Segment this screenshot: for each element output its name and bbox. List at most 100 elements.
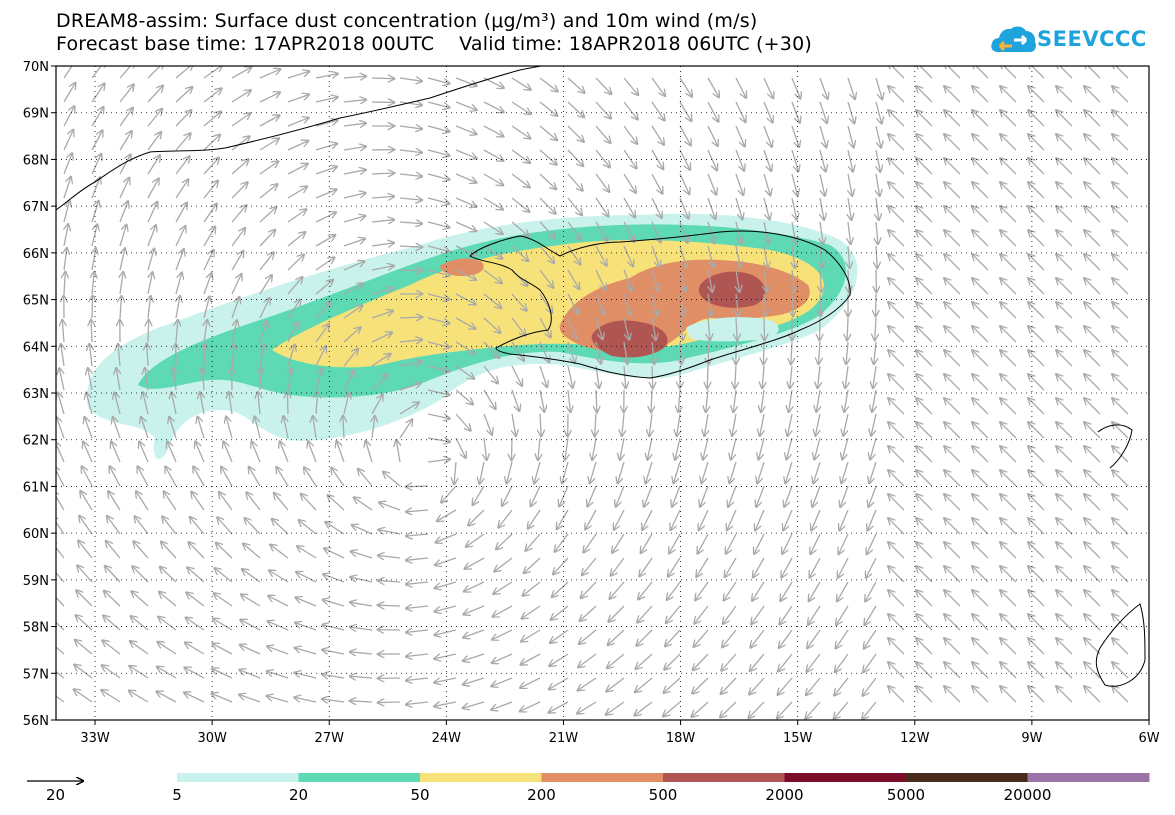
wind-arrow bbox=[511, 125, 530, 138]
wind-arrow bbox=[1112, 638, 1129, 655]
wind-arrow bbox=[1084, 350, 1101, 367]
wind-arrow bbox=[707, 125, 718, 146]
wind-arrow bbox=[1056, 230, 1073, 247]
wind-arrow bbox=[79, 516, 93, 535]
wind-arrow bbox=[343, 393, 349, 415]
wind-arrow bbox=[651, 77, 665, 96]
wind-arrow bbox=[672, 485, 681, 507]
wind-arrow bbox=[588, 485, 597, 506]
wind-arrow bbox=[523, 581, 541, 596]
wind-arrow bbox=[623, 269, 632, 291]
wind-arrow bbox=[324, 548, 345, 559]
wind-arrow bbox=[350, 602, 373, 606]
wind-arrow bbox=[1056, 470, 1073, 487]
wind-arrow bbox=[260, 368, 261, 391]
wind-arrow bbox=[331, 468, 345, 487]
wind-arrow bbox=[916, 686, 933, 703]
wind-arrow bbox=[224, 442, 233, 463]
wind-arrow bbox=[455, 437, 466, 458]
wind-arrow bbox=[193, 467, 205, 487]
wind-arrow bbox=[399, 340, 422, 342]
wind-arrow bbox=[707, 221, 714, 243]
wind-arrow bbox=[343, 284, 363, 295]
wind-arrow bbox=[875, 317, 876, 340]
wind-arrow bbox=[791, 149, 798, 171]
wind-arrow bbox=[455, 389, 473, 404]
wind-arrow bbox=[427, 317, 449, 323]
wind-arrow bbox=[315, 74, 338, 78]
wind-arrow bbox=[399, 246, 422, 247]
iceland-coast bbox=[469, 230, 851, 379]
wind-arrow bbox=[888, 182, 905, 199]
wind-arrow bbox=[189, 542, 205, 559]
wind-arrow bbox=[1056, 110, 1073, 127]
wind-arrow bbox=[231, 297, 239, 319]
wind-arrow bbox=[692, 701, 709, 717]
wind-arrow bbox=[455, 341, 475, 354]
wind-arrow bbox=[679, 197, 688, 218]
wind-arrow bbox=[693, 653, 709, 670]
wind-arrow bbox=[287, 277, 302, 295]
wind-arrow bbox=[147, 132, 161, 151]
wind-arrow bbox=[1000, 206, 1017, 223]
wind-arrow bbox=[1084, 182, 1101, 199]
wind-arrow bbox=[399, 150, 422, 153]
wind-arrow bbox=[304, 468, 317, 487]
wind-arrow bbox=[427, 173, 449, 180]
wind-arrow bbox=[147, 109, 162, 127]
wind-arrow bbox=[888, 254, 905, 271]
wind-arrow bbox=[521, 629, 541, 641]
wind-arrow bbox=[609, 605, 625, 622]
wind-arrow bbox=[577, 701, 597, 714]
wind-arrow bbox=[1084, 302, 1101, 319]
wind-arrow bbox=[567, 77, 584, 93]
lon-tick-label: 9W bbox=[1021, 731, 1042, 746]
wind-arrow bbox=[343, 416, 344, 439]
wind-arrow bbox=[511, 149, 530, 163]
wind-arrow bbox=[749, 677, 765, 694]
wind-arrow bbox=[972, 518, 989, 535]
wind-arrow bbox=[749, 701, 765, 718]
wind-arrow bbox=[175, 226, 185, 247]
lat-tick-label: 56N bbox=[23, 714, 49, 729]
wind-arrow bbox=[378, 605, 401, 606]
wind-arrow bbox=[972, 134, 989, 151]
wind-arrow bbox=[1084, 686, 1101, 703]
wind-arrow bbox=[623, 149, 636, 168]
wind-arrow bbox=[916, 566, 933, 583]
wind-arrow bbox=[888, 470, 905, 487]
wind-arrow bbox=[1112, 542, 1129, 559]
wind-arrow bbox=[623, 77, 638, 95]
wind-arrow bbox=[792, 269, 794, 292]
wind-arrow bbox=[944, 350, 961, 367]
wind-arrow bbox=[789, 389, 792, 412]
wind-arrow bbox=[466, 533, 485, 547]
wind-arrow bbox=[119, 249, 125, 271]
wind-arrow bbox=[840, 509, 849, 530]
wind-arrow bbox=[735, 197, 742, 219]
wind-arrow bbox=[91, 66, 105, 79]
wind-arrow bbox=[1000, 590, 1017, 607]
wind-arrow bbox=[820, 245, 822, 268]
wind-arrow bbox=[863, 653, 877, 672]
wind-arrow bbox=[1000, 494, 1017, 511]
wind-arrow bbox=[203, 89, 221, 103]
wind-arrow bbox=[269, 571, 289, 583]
wind-arrow bbox=[916, 206, 933, 223]
wind-arrow bbox=[89, 344, 92, 367]
wind-arrow bbox=[56, 565, 65, 583]
wind-arrow bbox=[484, 437, 487, 460]
wind-arrow bbox=[944, 158, 961, 175]
wind-arrow bbox=[888, 566, 905, 583]
wind-arrow bbox=[944, 518, 961, 535]
wind-arrow bbox=[972, 446, 989, 463]
wind-arrow bbox=[623, 125, 637, 144]
colorbar-swatch bbox=[663, 773, 785, 782]
wind-arrow bbox=[695, 605, 709, 623]
wind-arrow bbox=[195, 442, 205, 463]
wind-arrow bbox=[91, 84, 104, 103]
wind-arrow bbox=[707, 365, 708, 388]
wind-arrow bbox=[203, 135, 220, 151]
wind-arrow bbox=[814, 437, 821, 459]
wind-arrow bbox=[1084, 638, 1101, 655]
